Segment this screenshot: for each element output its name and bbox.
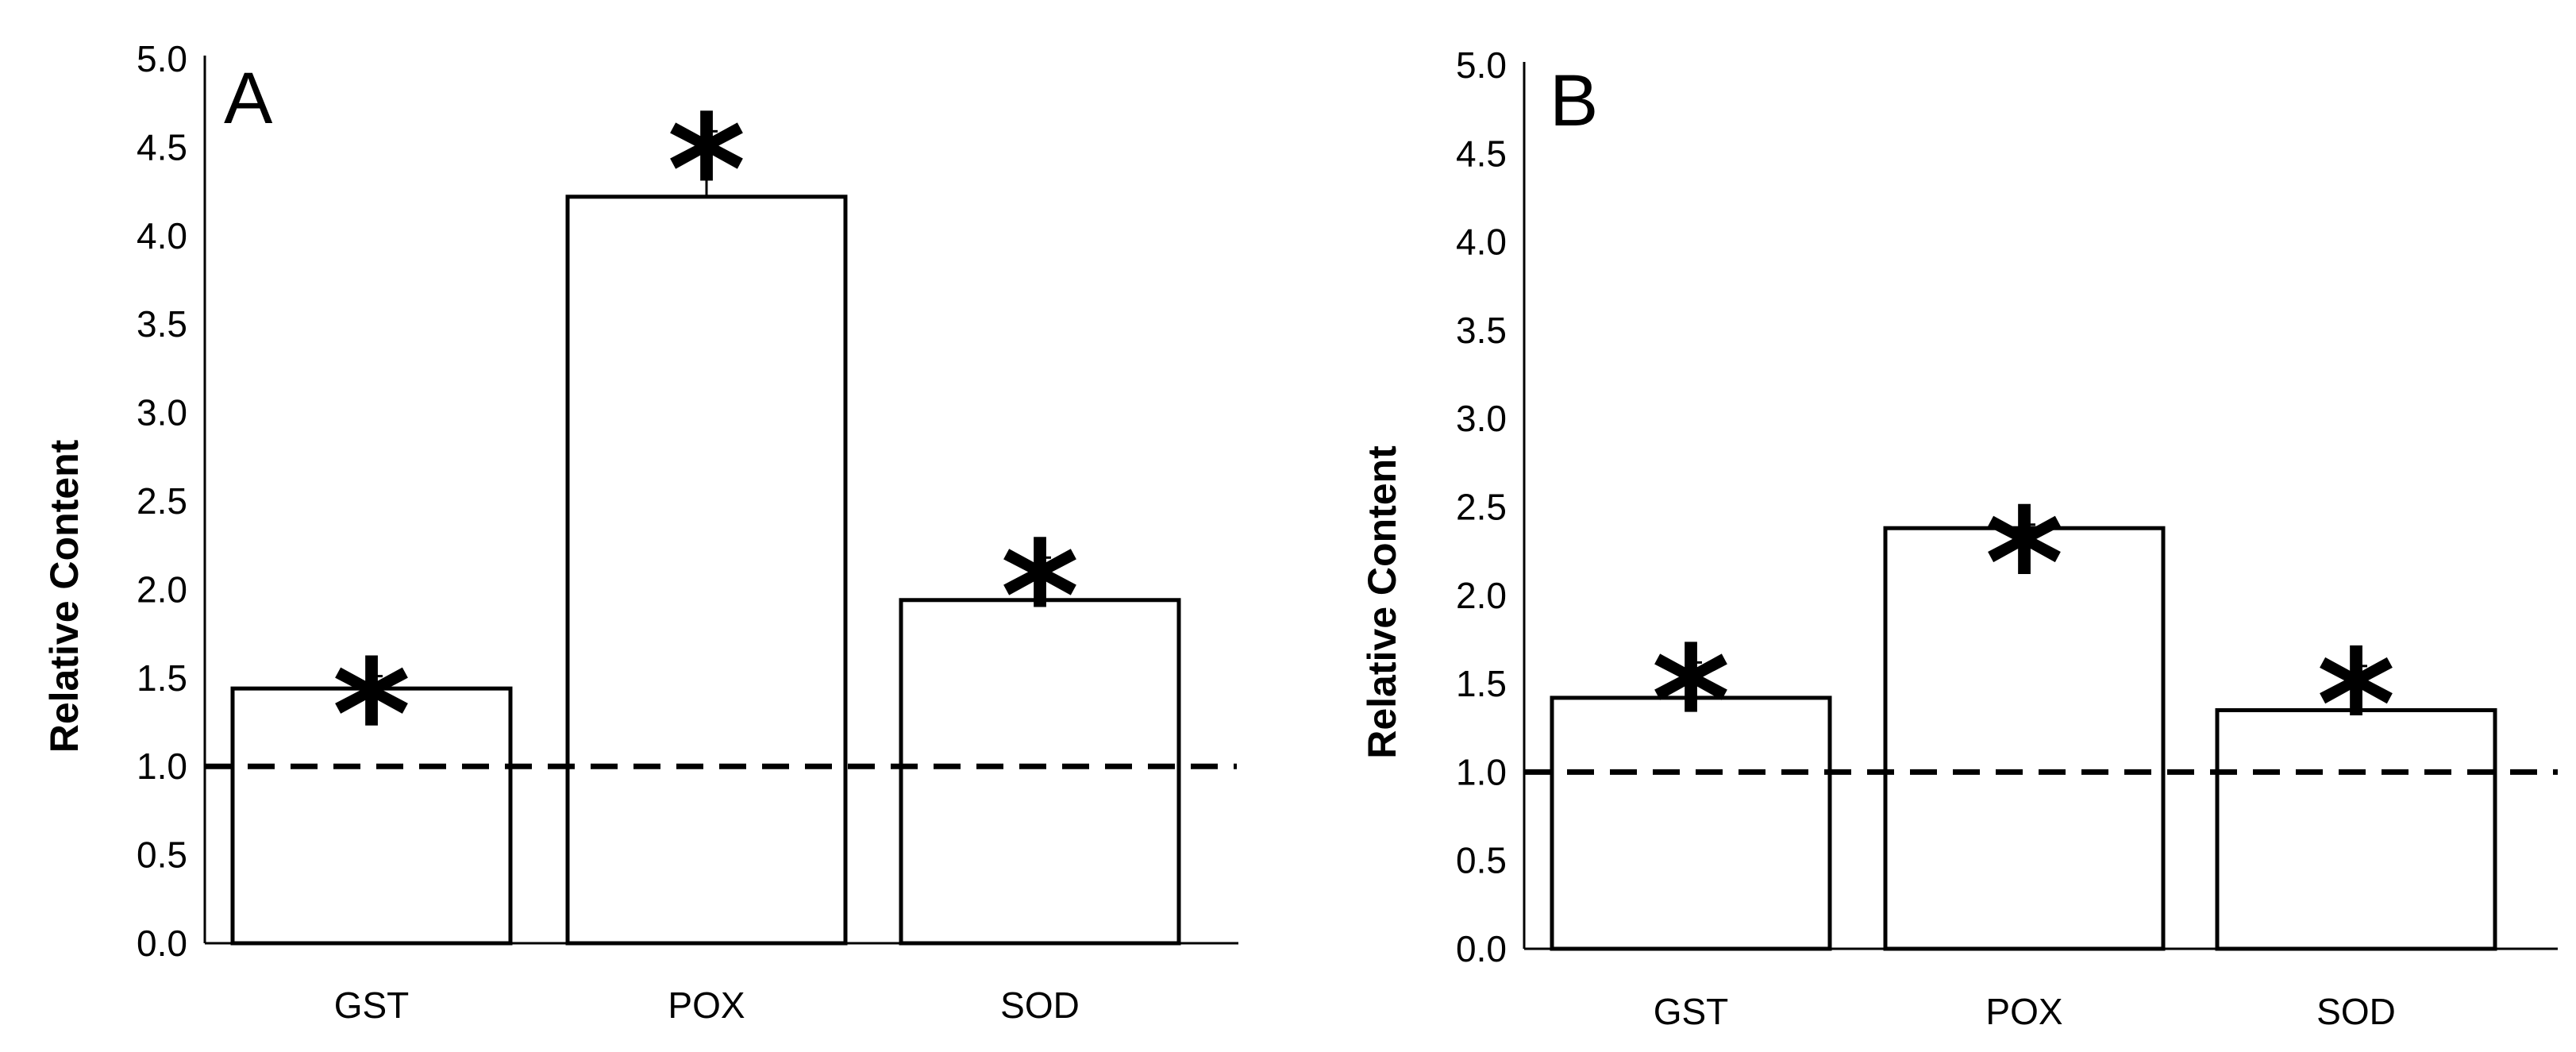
panel-b: 0.0 0.5 1.0 1.5 2.0 2.5 3.0 3.5 4.0 4.5 5.0 Relativ…: [1360, 44, 2558, 1032]
panel-label: A: [224, 58, 273, 139]
y-tick-label: 1.5: [137, 657, 187, 699]
y-tick-label: 0.0: [1456, 928, 1507, 969]
y-tick-label: 4.5: [1456, 133, 1507, 174]
y-tick-label: 5.0: [1456, 44, 1507, 86]
y-tick-label: 2.5: [137, 480, 187, 522]
y-axis-title: Relative Content: [42, 439, 87, 753]
y-tick-label: 4.0: [137, 215, 187, 256]
bar: [565, 195, 848, 946]
x-category-label: POX: [1985, 991, 2062, 1032]
x-category-label: GST: [334, 985, 410, 1026]
x-category-label: POX: [668, 985, 745, 1026]
y-tick-label: 4.0: [1456, 222, 1507, 263]
bar: [230, 686, 513, 946]
y-tick-label: 3.0: [1456, 398, 1507, 439]
y-tick-label: 2.5: [1456, 487, 1507, 528]
significance-star: *: [1985, 476, 2063, 652]
y-tick-label: 3.5: [137, 303, 187, 345]
significance-star: *: [667, 83, 745, 258]
x-category-label: SOD: [1000, 985, 1080, 1026]
x-category-label: SOD: [2316, 991, 2396, 1032]
y-tick-label: 2.0: [137, 568, 187, 610]
y-tick-label: 0.5: [1456, 840, 1507, 881]
y-tick-label: 3.5: [1456, 310, 1507, 351]
y-axis-title: Relative Content: [1360, 445, 1404, 759]
panel-label: B: [1550, 60, 1598, 141]
y-tick-label: 1.0: [137, 746, 187, 787]
bar: [1550, 696, 1832, 951]
y-tick-label: 1.5: [1456, 663, 1507, 704]
y-tick-label: 0.0: [137, 923, 187, 964]
panel-a: 0.0 0.5 1.0 1.5 2.0 2.5 3.0 3.5 4.0 4.5 5.0 Relativ…: [42, 38, 1238, 1026]
y-tick-label: 0.5: [137, 834, 187, 876]
significance-star: *: [1000, 509, 1079, 684]
bar: [899, 598, 1181, 946]
bar: [1883, 526, 2166, 951]
x-category-label: GST: [1654, 991, 1729, 1032]
y-tick-label: 4.5: [137, 126, 187, 168]
bar: [2215, 707, 2497, 951]
y-tick-label: 2.0: [1456, 575, 1507, 616]
y-tick-label: 5.0: [137, 38, 187, 79]
significance-star: *: [1651, 614, 1730, 789]
significance-star: *: [332, 628, 410, 803]
y-tick-label: 3.0: [137, 392, 187, 434]
y-tick-label: 1.0: [1456, 751, 1507, 792]
significance-star: *: [2316, 618, 2395, 793]
